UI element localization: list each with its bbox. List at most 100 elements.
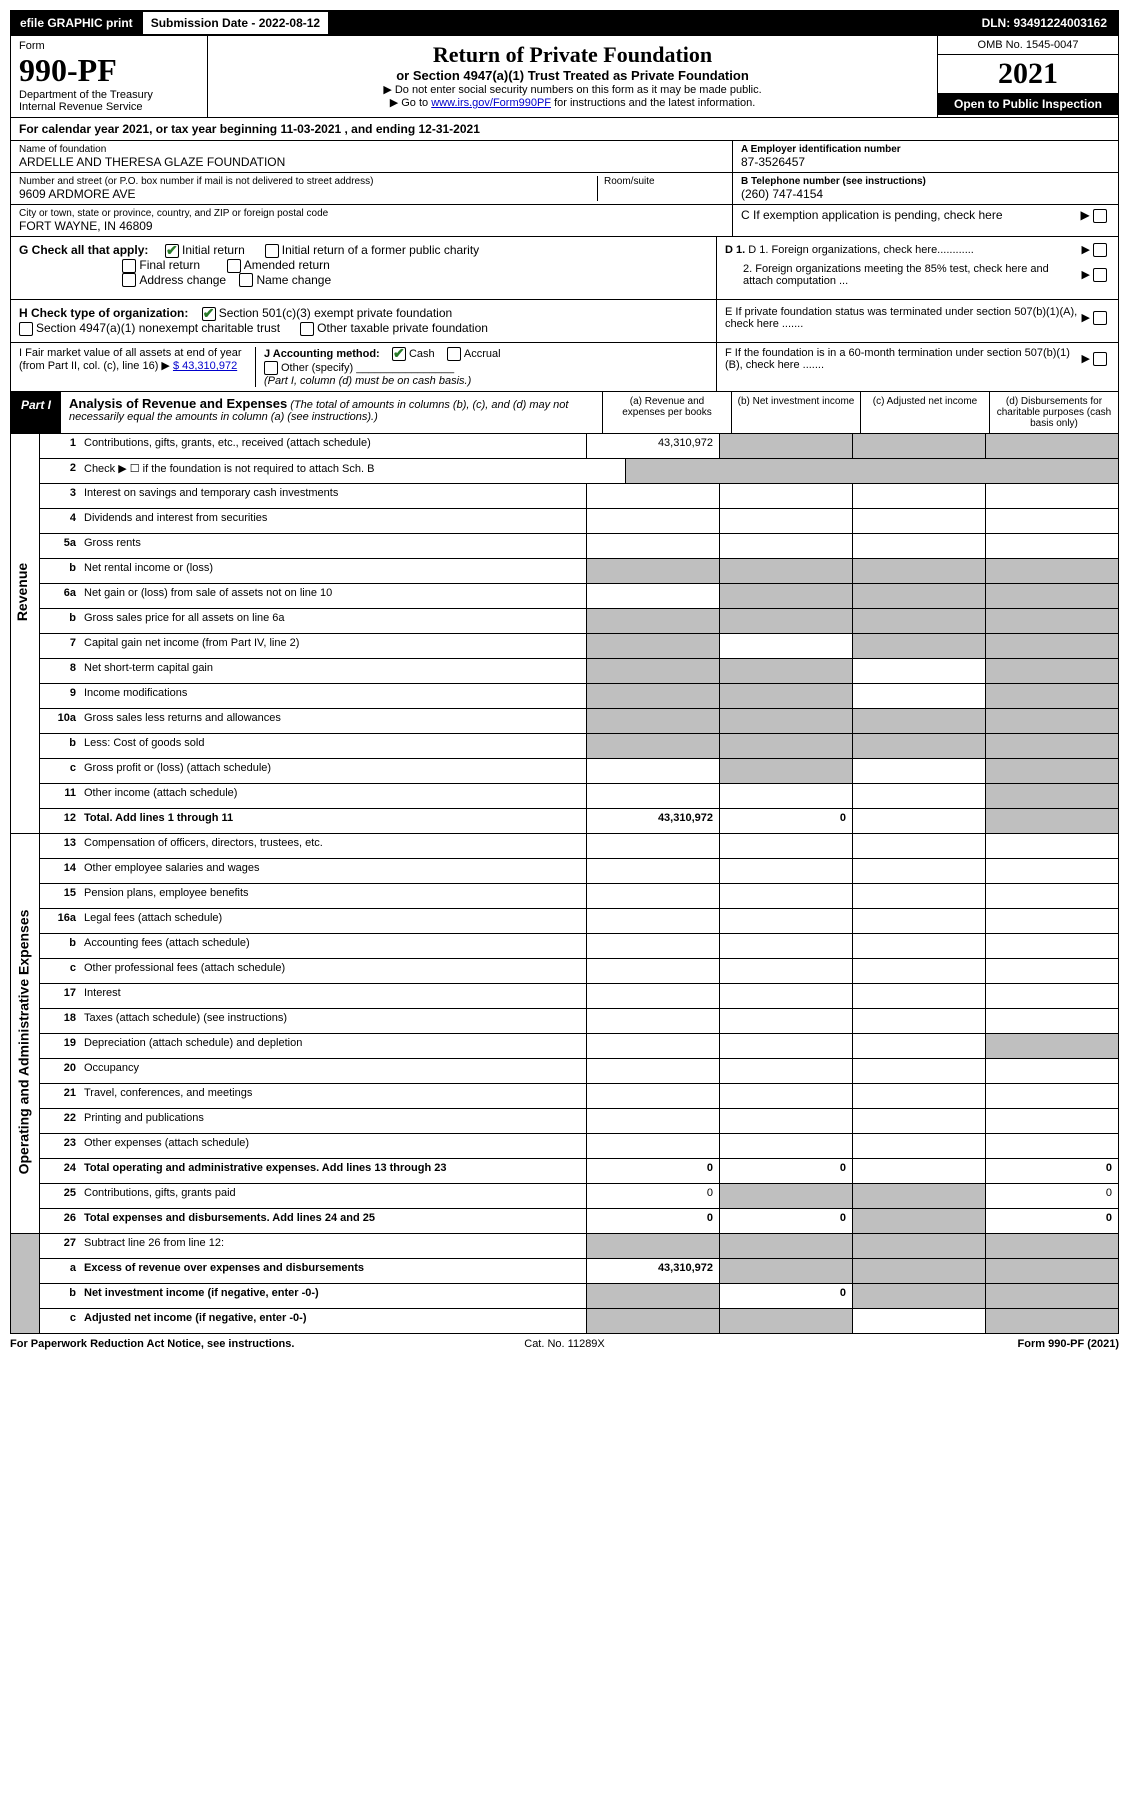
cell-a — [586, 1134, 719, 1158]
line-desc: Interest — [80, 984, 586, 1008]
line-desc: Other professional fees (attach schedule… — [80, 959, 586, 983]
cell-a: 43,310,972 — [586, 1259, 719, 1283]
line-number: 8 — [40, 659, 80, 683]
cell-c — [852, 859, 985, 883]
cell-d: 0 — [985, 1209, 1118, 1233]
cell-b — [719, 1184, 852, 1208]
initial-former-checkbox[interactable] — [265, 244, 279, 258]
addr-change-checkbox[interactable] — [122, 273, 136, 287]
cell-d — [985, 509, 1118, 533]
cell-a — [586, 759, 719, 783]
name-change-checkbox[interactable] — [239, 273, 253, 287]
accrual-checkbox[interactable] — [447, 347, 461, 361]
line-desc: Legal fees (attach schedule) — [80, 909, 586, 933]
cell-a — [586, 934, 719, 958]
line-row: bGross sales price for all assets on lin… — [40, 609, 1118, 634]
e-checkbox[interactable] — [1093, 311, 1107, 325]
cell-d: 0 — [985, 1184, 1118, 1208]
cell-c — [852, 484, 985, 508]
line-desc: Net gain or (loss) from sale of assets n… — [80, 584, 586, 608]
f-section: F If the foundation is in a 60-month ter… — [717, 343, 1118, 391]
cell-d — [985, 984, 1118, 1008]
expenses-table: Operating and Administrative Expenses 13… — [10, 834, 1119, 1234]
line-desc: Contributions, gifts, grants paid — [80, 1184, 586, 1208]
cell-d — [985, 609, 1118, 633]
line-row: 22Printing and publications — [40, 1109, 1118, 1134]
calendar-year: For calendar year 2021, or tax year begi… — [10, 118, 1119, 141]
other-method-checkbox[interactable] — [264, 361, 278, 375]
line-row: cAdjusted net income (if negative, enter… — [40, 1309, 1118, 1333]
line-number: 27 — [40, 1234, 80, 1258]
city-cell: City or town, state or province, country… — [11, 205, 732, 236]
cell-d — [985, 1084, 1118, 1108]
cell-a: 43,310,972 — [586, 434, 719, 458]
sec4947-checkbox[interactable] — [19, 322, 33, 336]
cell-a: 0 — [586, 1209, 719, 1233]
cash-checkbox[interactable] — [392, 347, 406, 361]
cell-c — [852, 509, 985, 533]
cell-b — [719, 1309, 852, 1333]
line-desc: Subtract line 26 from line 12: — [80, 1234, 586, 1258]
cell-c — [852, 709, 985, 733]
cell-a — [586, 834, 719, 858]
d2-checkbox[interactable] — [1093, 268, 1107, 282]
line-row: 10aGross sales less returns and allowanc… — [40, 709, 1118, 734]
cell-b: 0 — [719, 1284, 852, 1308]
cell-c — [852, 1259, 985, 1283]
cell-a — [586, 509, 719, 533]
f-checkbox[interactable] — [1093, 352, 1107, 366]
cell-b: 0 — [719, 1159, 852, 1183]
line-number: 6a — [40, 584, 80, 608]
cell-d — [985, 709, 1118, 733]
line-number: 22 — [40, 1109, 80, 1133]
line-desc: Total operating and administrative expen… — [80, 1159, 586, 1183]
cell-b — [719, 959, 852, 983]
line-number: 5a — [40, 534, 80, 558]
cell-a — [586, 609, 719, 633]
cell-b — [719, 509, 852, 533]
irs-link[interactable]: www.irs.gov/Form990PF — [431, 97, 551, 109]
open-inspection: Open to Public Inspection — [938, 93, 1118, 115]
line-row: 6aNet gain or (loss) from sale of assets… — [40, 584, 1118, 609]
cell-a — [586, 784, 719, 808]
final-return-checkbox[interactable] — [122, 259, 136, 273]
line-row: 14Other employee salaries and wages — [40, 859, 1118, 884]
line-row: 20Occupancy — [40, 1059, 1118, 1084]
cell-a: 0 — [586, 1184, 719, 1208]
amended-return-checkbox[interactable] — [227, 259, 241, 273]
c-checkbox[interactable] — [1093, 209, 1107, 223]
line-number: 16a — [40, 909, 80, 933]
line-row: aExcess of revenue over expenses and dis… — [40, 1259, 1118, 1284]
line-desc: Taxes (attach schedule) (see instruction… — [80, 1009, 586, 1033]
cell-a — [586, 684, 719, 708]
cell-b — [719, 1034, 852, 1058]
sec501-checkbox[interactable] — [202, 307, 216, 321]
line-row: 9Income modifications — [40, 684, 1118, 709]
cell-c — [852, 1084, 985, 1108]
h-section: H Check type of organization: Section 50… — [11, 300, 717, 342]
phone: (260) 747-4154 — [741, 187, 1110, 201]
other-taxable-checkbox[interactable] — [300, 322, 314, 336]
cell-c — [852, 959, 985, 983]
line-row: 27Subtract line 26 from line 12: — [40, 1234, 1118, 1259]
fmv-value: $ 43,310,972 — [173, 360, 237, 372]
cell-a — [586, 959, 719, 983]
d1-checkbox[interactable] — [1093, 243, 1107, 257]
omb: OMB No. 1545-0047 — [938, 36, 1118, 55]
line-row: 19Depreciation (attach schedule) and dep… — [40, 1034, 1118, 1059]
cell-d — [985, 684, 1118, 708]
form-number: 990-PF — [19, 52, 199, 89]
line-desc: Other employee salaries and wages — [80, 859, 586, 883]
initial-return-checkbox[interactable] — [165, 244, 179, 258]
line-number: b — [40, 559, 80, 583]
line-desc: Excess of revenue over expenses and disb… — [80, 1259, 586, 1283]
line-desc: Check ▶ ☐ if the foundation is not requi… — [80, 459, 625, 483]
cell-b: 0 — [719, 809, 852, 833]
line-number: 17 — [40, 984, 80, 1008]
line-desc: Printing and publications — [80, 1109, 586, 1133]
cell-d — [985, 1234, 1118, 1258]
col-c: (c) Adjusted net income — [860, 392, 989, 433]
cell-a — [586, 634, 719, 658]
cell-b — [719, 859, 852, 883]
cell-d — [985, 809, 1118, 833]
